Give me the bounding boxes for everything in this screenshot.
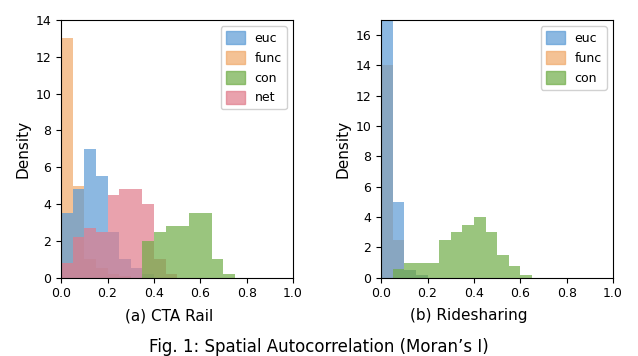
Bar xyxy=(61,263,73,278)
Bar xyxy=(119,259,131,278)
Bar xyxy=(497,255,508,278)
Bar xyxy=(165,274,177,278)
Bar xyxy=(381,20,393,278)
Bar xyxy=(439,240,450,278)
Bar xyxy=(131,268,142,278)
Bar xyxy=(416,274,427,278)
Bar xyxy=(96,268,108,278)
Bar xyxy=(474,217,486,278)
Legend: euc, func, con, net: euc, func, con, net xyxy=(221,26,287,110)
Bar xyxy=(84,228,96,278)
Bar xyxy=(131,189,142,278)
Bar xyxy=(223,274,235,278)
Y-axis label: Density: Density xyxy=(15,120,30,178)
Bar xyxy=(416,262,427,278)
Bar xyxy=(486,232,497,278)
Legend: euc, func, con: euc, func, con xyxy=(541,26,607,90)
Bar xyxy=(404,262,416,278)
Text: (b) Ridesharing: (b) Ridesharing xyxy=(410,308,528,323)
Bar xyxy=(96,177,108,278)
Bar xyxy=(393,202,404,278)
Bar xyxy=(521,274,532,278)
Bar xyxy=(108,195,119,278)
Bar xyxy=(404,270,416,278)
Bar xyxy=(142,241,154,278)
Bar xyxy=(508,266,521,278)
Bar xyxy=(404,270,416,278)
Text: Fig. 1: Spatial Autocorrelation (Moran’s I): Fig. 1: Spatial Autocorrelation (Moran’s… xyxy=(149,339,489,356)
Bar xyxy=(84,149,96,278)
Bar xyxy=(463,225,474,278)
Text: (a) CTA Rail: (a) CTA Rail xyxy=(125,308,213,323)
Bar xyxy=(450,232,463,278)
Bar xyxy=(61,213,73,278)
Bar xyxy=(189,213,200,278)
Bar xyxy=(119,189,131,278)
Bar xyxy=(84,259,96,278)
Bar xyxy=(177,226,189,278)
Bar xyxy=(416,274,427,278)
Bar xyxy=(381,66,393,278)
Bar xyxy=(96,232,108,278)
Bar xyxy=(108,232,119,278)
Bar xyxy=(73,237,84,278)
Bar xyxy=(119,276,131,278)
Bar xyxy=(108,274,119,278)
Bar xyxy=(142,204,154,278)
Bar xyxy=(73,189,84,278)
Bar xyxy=(393,240,404,278)
Bar xyxy=(142,274,154,278)
Bar xyxy=(165,226,177,278)
Bar xyxy=(200,213,212,278)
Bar xyxy=(427,262,439,278)
Bar xyxy=(393,268,404,278)
Bar xyxy=(73,185,84,278)
Bar xyxy=(61,38,73,278)
Bar xyxy=(212,259,223,278)
Y-axis label: Density: Density xyxy=(335,120,350,178)
Bar xyxy=(154,232,165,278)
Bar xyxy=(154,259,165,278)
